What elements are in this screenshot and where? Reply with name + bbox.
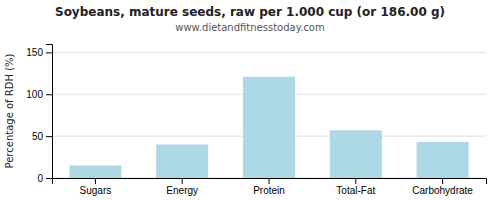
title: Soybeans, mature seeds, raw per 1.000 cu… xyxy=(55,5,445,19)
x-tick-mark xyxy=(442,178,443,184)
chart-container: Soybeans, mature seeds, raw per 1.000 cu… xyxy=(0,0,500,200)
x-tick-label: Carbohydrate xyxy=(412,185,473,196)
x-tick-mark xyxy=(269,178,270,184)
y-tick-label: 100 xyxy=(26,89,43,100)
bar xyxy=(417,142,469,178)
x-tick: Sugars xyxy=(80,178,112,196)
x-axis-line xyxy=(53,179,487,185)
bar xyxy=(243,77,295,178)
x-tick: Carbohydrate xyxy=(412,178,473,196)
bar xyxy=(69,165,121,178)
chart-svg: Soybeans, mature seeds, raw per 1.000 cu… xyxy=(0,0,500,200)
x-tick-mark xyxy=(355,178,356,184)
plot-area: 0 50 100 150 Sugars Energy Protein Total-Fat Car… xyxy=(26,45,486,197)
y-tick-label: 50 xyxy=(32,131,44,142)
y-tick-label: 150 xyxy=(26,47,43,58)
y-axis-title: Percentage of RDH (%) xyxy=(4,53,15,168)
y-tick: 100 xyxy=(26,89,52,100)
x-tick: Protein xyxy=(253,178,285,196)
y-axis-line xyxy=(46,45,53,179)
y-tick-label: 0 xyxy=(37,173,43,184)
x-tick-label: Protein xyxy=(253,185,285,196)
bar xyxy=(156,145,208,179)
x-tick-mark xyxy=(182,178,183,184)
bar xyxy=(330,130,382,178)
x-tick-label: Energy xyxy=(166,185,198,196)
y-tick: 0 xyxy=(37,173,52,184)
y-tick-mark xyxy=(46,94,52,95)
grid-line xyxy=(52,52,486,53)
x-axis: Sugars Energy Protein Total-Fat Carbohydrate xyxy=(53,178,487,196)
y-axis: 0 50 100 150 xyxy=(26,45,52,184)
grid xyxy=(52,52,486,178)
x-tick-label: Sugars xyxy=(80,185,112,196)
subtitle: www.dietandfitnesstoday.com xyxy=(175,22,324,33)
x-tick: Total-Fat xyxy=(336,178,375,196)
y-tick: 150 xyxy=(26,47,52,58)
y-tick-mark xyxy=(46,136,52,137)
x-tick: Energy xyxy=(166,178,198,196)
x-tick-mark xyxy=(95,178,96,184)
y-tick-mark xyxy=(46,52,52,53)
y-tick-mark xyxy=(46,178,52,179)
bars xyxy=(69,77,468,178)
x-tick-label: Total-Fat xyxy=(336,185,375,196)
y-tick: 50 xyxy=(32,131,52,142)
